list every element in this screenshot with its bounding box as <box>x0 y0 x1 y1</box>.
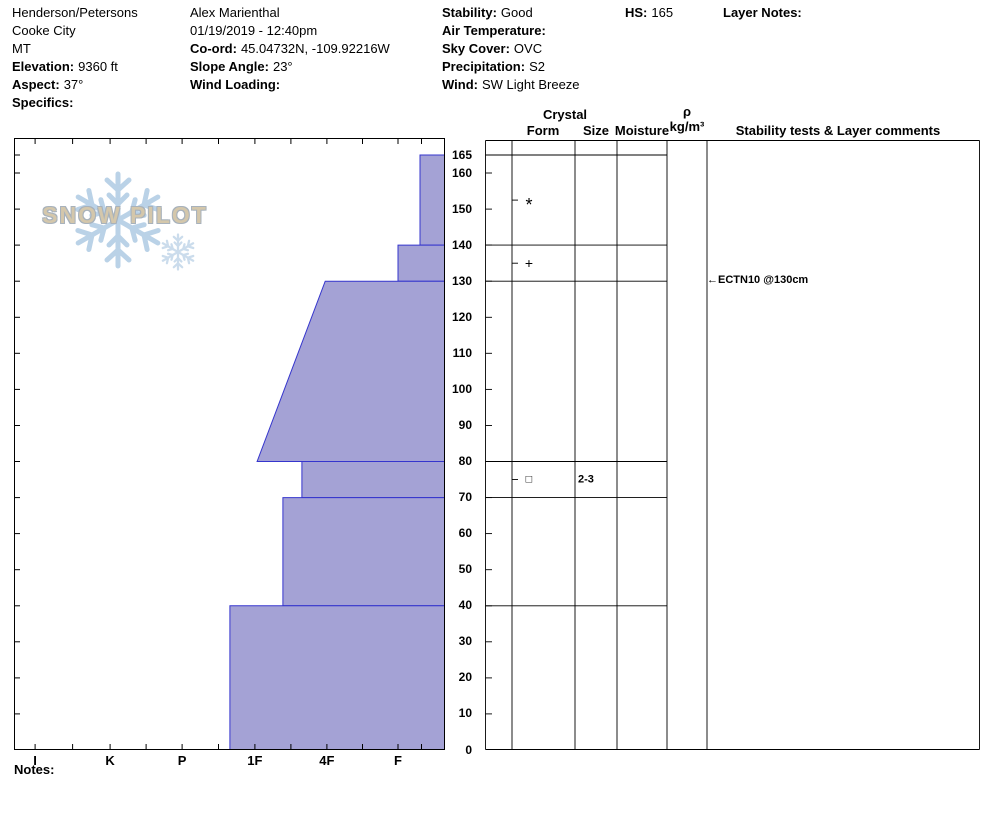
depth-label: 90 <box>458 418 472 432</box>
air-temp-row: Air Temperature: <box>442 22 580 40</box>
elevation-label: Elevation: <box>12 59 75 74</box>
header-conditions: Stability: Good Air Temperature: Sky Cove… <box>442 4 580 94</box>
hardness-axis-label: 4F <box>319 753 335 768</box>
depth-label: 50 <box>458 562 472 577</box>
depth-label: 10 <box>458 706 472 721</box>
slope-angle-row: Slope Angle: 23° <box>190 58 390 76</box>
snow-layer <box>256 280 445 462</box>
observation-datetime: 01/19/2019 - 12:40pm <box>190 23 318 38</box>
pit-state: MT <box>12 41 31 56</box>
depth-label: 20 <box>458 670 472 685</box>
wind-value: SW Light Breeze <box>481 77 580 92</box>
depth-label: 165 <box>451 147 472 162</box>
arrow-left-icon: ← <box>707 274 718 287</box>
pit-city: Cooke City <box>12 23 76 38</box>
grain-form-symbol: + <box>525 255 533 271</box>
depth-label: 80 <box>458 454 472 468</box>
hardness-profile-chart <box>14 138 445 750</box>
depth-label: 30 <box>458 634 472 649</box>
air-temp-label: Air Temperature: <box>442 23 546 38</box>
precipitation-label: Precipitation: <box>442 59 526 74</box>
snow-layer <box>301 461 445 499</box>
density-header-units: kg/m³ <box>669 119 705 134</box>
crystal-header: Crystal <box>542 107 588 122</box>
hardness-axis-label: P <box>177 753 187 768</box>
hardness-axis-label: 1F <box>247 753 263 768</box>
aspect-row: Aspect: 37° <box>12 76 138 94</box>
depth-label: 40 <box>458 598 472 613</box>
layer-notes-label: Layer Notes: <box>723 5 802 20</box>
snow-layer <box>229 605 445 750</box>
wind-loading-label: Wind Loading: <box>190 77 281 92</box>
depth-label: 0 <box>465 742 472 757</box>
notes-label: Notes: <box>14 762 55 777</box>
wind-label: Wind: <box>442 77 478 92</box>
pit-name: Henderson/Petersons <box>12 5 138 20</box>
layer-table-grid: * + □ 2-3 <box>485 140 980 750</box>
hardness-axis-label: I <box>33 753 37 768</box>
hardness-axis-label: F <box>394 753 402 768</box>
aspect-label: Aspect: <box>12 77 60 92</box>
form-column-header: Form <box>526 123 560 138</box>
test-result-label: ECTN10 @130cm <box>718 274 809 287</box>
density-header-rho: ρ <box>682 104 692 119</box>
depth-label: 120 <box>451 309 472 324</box>
observer-name: Alex Marienthal <box>190 5 280 20</box>
depth-label: 100 <box>451 381 472 396</box>
header-location: Henderson/Petersons Cooke City MT Elevat… <box>12 4 138 112</box>
depth-label: 140 <box>451 237 472 252</box>
coord-label: Co-ord: <box>190 41 237 56</box>
precipitation-row: Precipitation: S2 <box>442 58 580 76</box>
specifics-row: Specifics: <box>12 94 138 112</box>
comments-column-header: Stability tests & Layer comments <box>735 123 941 138</box>
snow-layer <box>282 497 445 607</box>
depth-label: 130 <box>451 273 472 288</box>
depth-label: 110 <box>452 345 472 360</box>
grain-size-value: 2-3 <box>578 474 594 486</box>
stability-row: Stability: Good <box>442 4 580 22</box>
wind-row: Wind: SW Light Breeze <box>442 76 580 94</box>
depth-label: 160 <box>451 165 472 180</box>
specifics-label: Specifics: <box>12 95 74 110</box>
hs-value: 165 <box>651 5 674 20</box>
sky-cover-label: Sky Cover: <box>442 41 510 56</box>
hs-label: HS: <box>625 5 648 20</box>
header-hs: HS: 165 <box>625 4 673 22</box>
coord-row: Co-ord: 45.04732N, -109.92216W <box>190 40 390 58</box>
sky-cover-row: Sky Cover: OVC <box>442 40 580 58</box>
grain-form-symbol: □ <box>526 474 533 486</box>
stability-label: Stability: <box>442 5 497 20</box>
stability-value: Good <box>500 5 533 20</box>
layer-notes-row: Layer Notes: <box>723 4 806 22</box>
coord-value: 45.04732N, -109.92216W <box>240 41 390 56</box>
header-observation: Alex Marienthal 01/19/2019 - 12:40pm Co-… <box>190 4 390 94</box>
elevation-row: Elevation: 9360 ft <box>12 58 138 76</box>
depth-label: 60 <box>458 526 472 541</box>
precipitation-value: S2 <box>529 59 545 74</box>
header-layer-notes: Layer Notes: <box>723 4 806 22</box>
moisture-column-header: Moisture <box>614 123 670 138</box>
sky-cover-value: OVC <box>513 41 543 56</box>
grain-form-symbol: * <box>525 195 532 215</box>
elevation-value: 9360 ft <box>78 59 118 74</box>
hs-row: HS: 165 <box>625 4 673 22</box>
hardness-axis-label: K <box>105 753 115 768</box>
size-column-header: Size <box>582 123 609 138</box>
wind-loading-row: Wind Loading: <box>190 76 390 94</box>
stability-test-annotation: ←ECTN10 @130cm <box>707 274 808 286</box>
slope-angle-label: Slope Angle: <box>190 59 269 74</box>
aspect-value: 37° <box>63 77 84 92</box>
depth-label: 70 <box>458 490 472 505</box>
depth-label: 150 <box>451 201 472 216</box>
slope-angle-value: 23° <box>272 59 293 74</box>
